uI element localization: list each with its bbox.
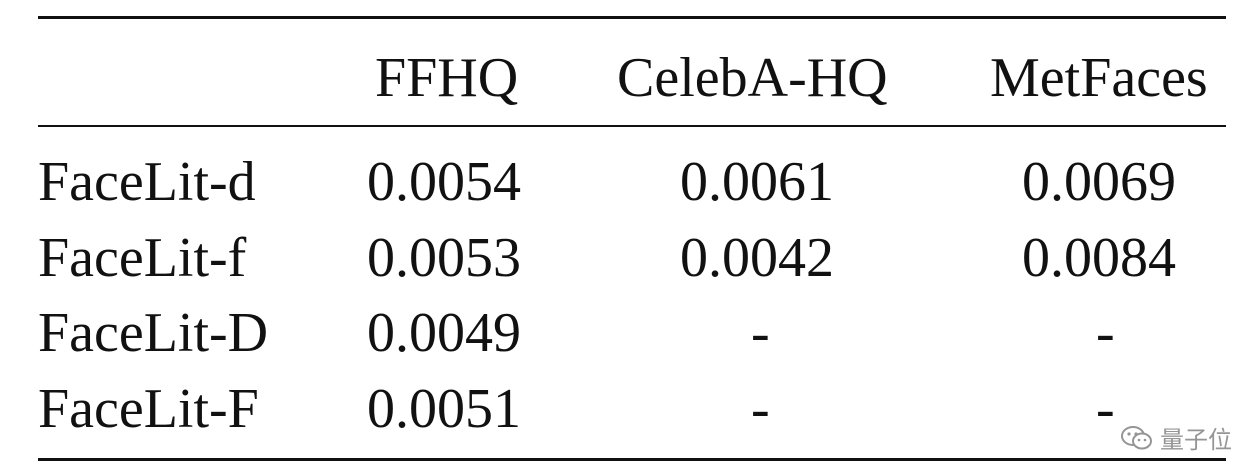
table-cell: 0.0053 (367, 227, 521, 289)
table-cell: - (1096, 302, 1115, 364)
table-cell: 0.0042 (680, 227, 834, 289)
header-ffhq: FFHQ (375, 47, 519, 109)
table-cell: 0.0049 (367, 302, 521, 364)
table-cell: - (751, 302, 770, 364)
row-label: FaceLit-F (38, 378, 259, 440)
table-bottom-rule (38, 458, 1226, 461)
table-cell: 0.0051 (367, 378, 521, 440)
header-metfaces: MetFaces (990, 47, 1208, 109)
row-label: FaceLit-D (38, 302, 269, 364)
header-celeba-hq: CelebA-HQ (617, 47, 888, 109)
wechat-icon (1121, 425, 1152, 449)
row-label: FaceLit-f (38, 227, 247, 289)
table-top-rule (38, 16, 1226, 19)
table-cell: - (1096, 378, 1115, 440)
table-cell: 0.0061 (680, 151, 834, 213)
watermark: 量子位 (1120, 420, 1232, 455)
table-cell: 0.0084 (1022, 227, 1176, 289)
table-cell: 0.0054 (367, 151, 521, 213)
row-label: FaceLit-d (38, 151, 256, 213)
watermark-text: 量子位 (1160, 426, 1232, 454)
table-cell: 0.0069 (1022, 151, 1176, 213)
table-cell: - (751, 378, 770, 440)
table-header-rule (38, 125, 1226, 127)
